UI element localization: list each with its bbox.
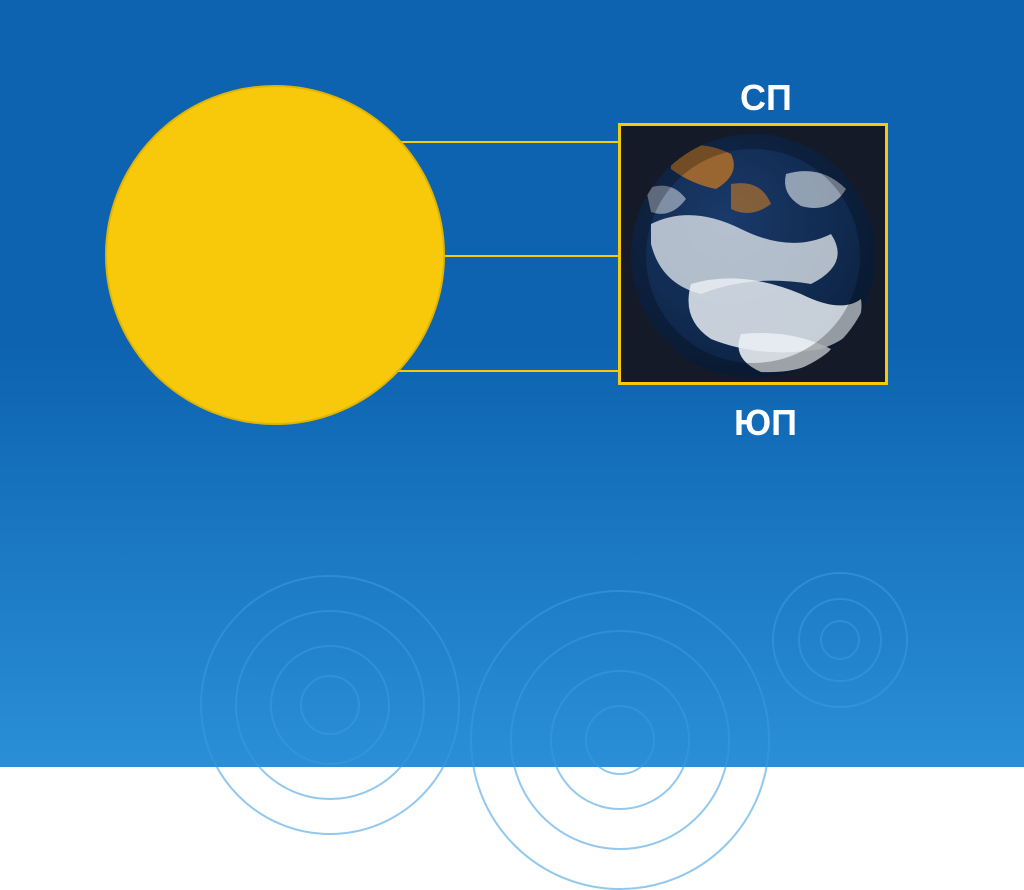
diagram-canvas: СП ЮП: [0, 0, 1024, 767]
ripple-ring: [772, 572, 908, 708]
earth-surface: [631, 134, 875, 378]
north-pole-label: СП: [740, 77, 792, 119]
sun-circle: [105, 85, 445, 425]
earth-frame: [618, 123, 888, 385]
ripple-ring: [470, 590, 770, 890]
ripple-ring: [200, 575, 460, 835]
earth-globe: [631, 134, 875, 378]
south-pole-label: ЮП: [734, 402, 797, 444]
